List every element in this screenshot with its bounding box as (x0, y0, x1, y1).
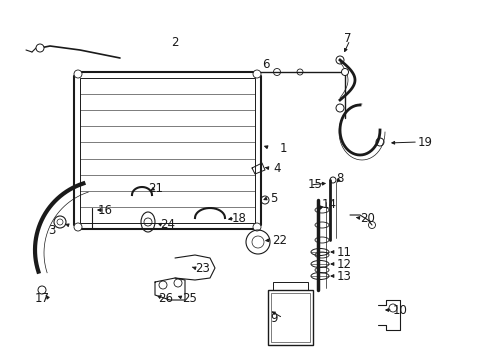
Text: 23: 23 (195, 261, 209, 274)
Text: 14: 14 (321, 198, 336, 211)
Text: 4: 4 (272, 162, 280, 175)
Text: 26: 26 (158, 292, 173, 305)
Text: 2: 2 (171, 36, 179, 49)
Text: 5: 5 (269, 192, 277, 204)
Bar (272, 282, 307, 290)
Text: 16: 16 (97, 203, 112, 216)
Text: 8: 8 (336, 171, 343, 184)
Bar (267, 290, 312, 345)
Text: 25: 25 (182, 292, 197, 305)
Circle shape (74, 70, 82, 78)
Text: 18: 18 (231, 211, 246, 225)
Text: 11: 11 (336, 246, 351, 258)
Circle shape (36, 44, 44, 52)
Text: 20: 20 (359, 211, 374, 225)
Text: 19: 19 (417, 135, 432, 148)
Bar (80, 78, 254, 223)
Text: 7: 7 (344, 31, 351, 45)
Text: 21: 21 (148, 181, 163, 194)
Circle shape (74, 223, 82, 231)
Circle shape (252, 223, 261, 231)
Text: 1: 1 (280, 141, 287, 154)
Text: 24: 24 (160, 219, 175, 231)
Text: 6: 6 (262, 58, 269, 72)
Circle shape (341, 68, 348, 76)
Text: 3: 3 (48, 224, 56, 237)
Text: 12: 12 (336, 257, 351, 270)
Text: 10: 10 (392, 303, 407, 316)
Text: 17: 17 (35, 292, 49, 305)
Text: 22: 22 (271, 234, 286, 247)
Text: 9: 9 (269, 311, 277, 324)
Circle shape (252, 70, 261, 78)
Bar (270, 293, 309, 342)
Text: 13: 13 (336, 270, 351, 283)
Text: 15: 15 (307, 179, 322, 192)
